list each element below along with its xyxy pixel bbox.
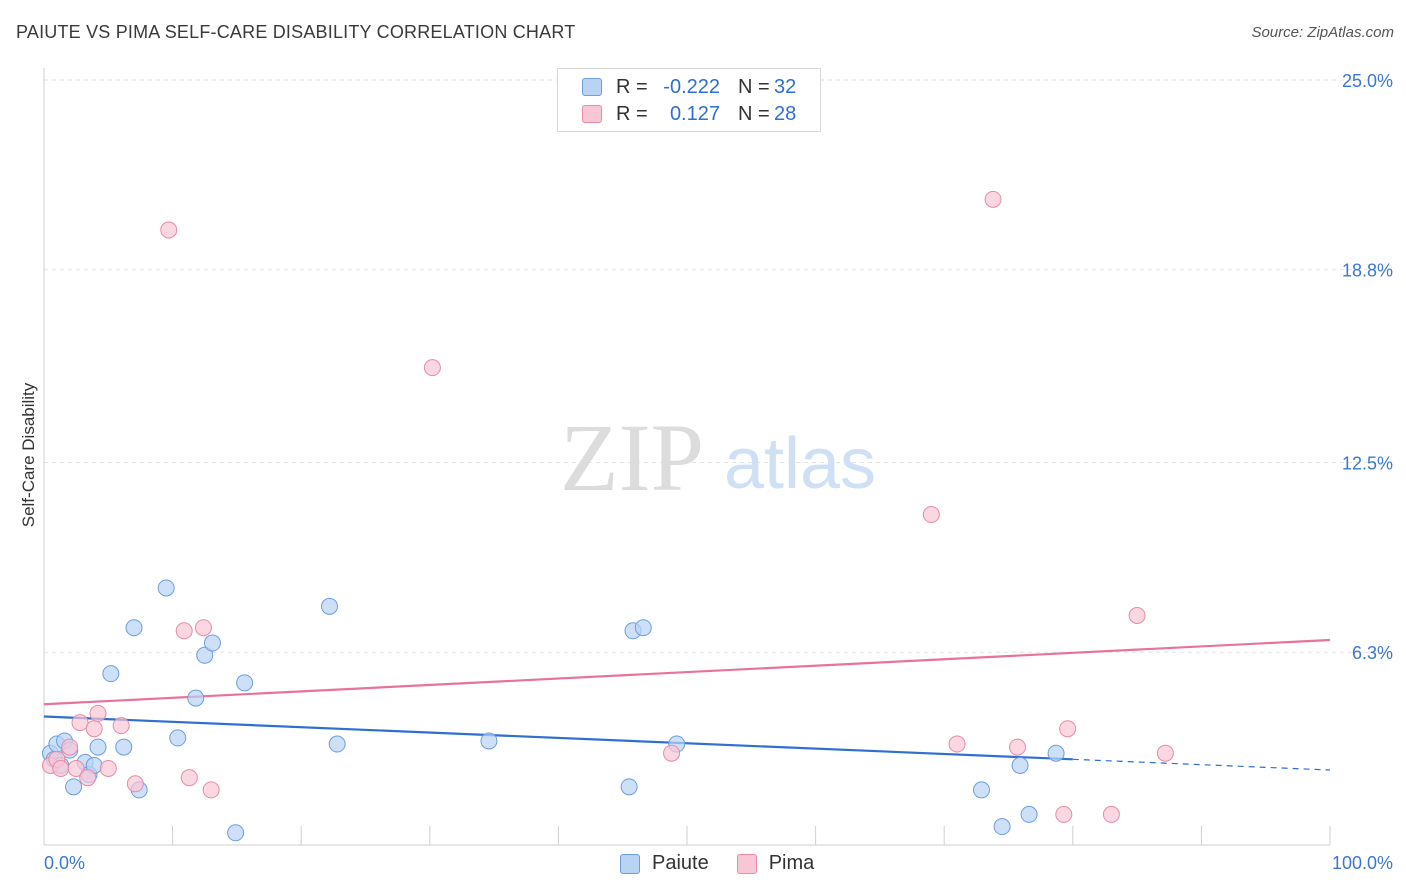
paiute-swatch (582, 78, 602, 96)
pima-point (52, 760, 70, 777)
source-label: Source: ZipAtlas.com (1251, 24, 1394, 41)
y-tick-label: 18.8% (1342, 261, 1393, 281)
tick-labels: 6.3% 12.5% 18.8% 25.0% 0.0% 100.0% (44, 71, 1393, 873)
pima-point (1102, 805, 1120, 823)
paiute-point (634, 619, 652, 637)
legend-r-label: R = (616, 102, 648, 125)
correlation-legend: R = -0.222 N = 32 R = 0.127 N = 28 (557, 68, 821, 132)
trend-lines (43, 638, 1331, 771)
paiute-point (480, 732, 498, 750)
legend-r-value: -0.222 (663, 75, 720, 98)
pima-point (948, 735, 966, 753)
paiute-point (125, 619, 143, 637)
paiute-swatch (620, 853, 640, 874)
paiute-point (328, 735, 346, 753)
pima-point (180, 769, 198, 787)
paiute-point (157, 579, 175, 597)
watermark: ZIP atlas (560, 404, 876, 511)
pima-point (61, 738, 79, 756)
paiute-point (102, 665, 120, 683)
chart-title: PAIUTE VS PIMA SELF-CARE DISABILITY CORR… (16, 22, 576, 42)
paiute-point (972, 781, 990, 799)
pima-point (1156, 744, 1174, 762)
pima-point (89, 704, 107, 722)
legend-n-label: N = (738, 102, 770, 125)
series-legend-pima[interactable]: Pima (736, 852, 815, 875)
paiute-point (65, 778, 83, 796)
pima-point (194, 619, 212, 637)
legend-n-value: 32 (774, 75, 797, 98)
pima-point (1009, 738, 1027, 756)
pima-point (1059, 720, 1077, 738)
paiute-point (203, 634, 221, 652)
legend-row-pima: R = 0.127 N = 28 (582, 101, 796, 127)
paiute-point (1020, 805, 1038, 823)
data-points (41, 190, 1174, 842)
pima-point (423, 359, 441, 377)
pima-point (984, 190, 1002, 208)
pima-point (79, 769, 97, 787)
pima-trend-line (43, 638, 1331, 706)
paiute-point (115, 738, 133, 756)
x-tick-label: 0.0% (44, 853, 85, 873)
pima-point (1055, 805, 1073, 823)
legend-r-value: 0.127 (669, 102, 720, 125)
paiute-point (196, 646, 214, 664)
pima-point (663, 744, 681, 762)
paiute-point (187, 689, 205, 707)
paiute-trend-line (43, 715, 1073, 761)
pima-point (126, 775, 144, 793)
paiute-point (1011, 756, 1029, 774)
pima-point (160, 221, 178, 239)
pima-point (202, 781, 220, 799)
legend-n-value: 28 (774, 102, 797, 125)
paiute-point (993, 818, 1011, 836)
legend-n-label: N = (738, 75, 770, 98)
legend-row-paiute: R = -0.222 N = 32 (582, 74, 796, 100)
pima-point (112, 717, 130, 735)
pima-point (85, 720, 103, 738)
pima-point (922, 506, 940, 524)
y-tick-label: 12.5% (1342, 454, 1393, 474)
series-legend-paiute[interactable]: Paiute (620, 852, 709, 875)
series-legend: Paiute Pima (620, 852, 842, 875)
watermark-zip: ZIP (560, 404, 704, 511)
axes (43, 68, 1331, 846)
paiute-point (236, 674, 254, 692)
pima-point (99, 760, 117, 777)
pima-point (175, 622, 193, 640)
legend-r-label: R = (616, 75, 648, 98)
series-legend-label: Paiute (652, 852, 709, 874)
paiute-point (227, 824, 245, 842)
paiute-point (620, 778, 638, 796)
pima-point (71, 714, 89, 732)
pima-point (1128, 607, 1146, 624)
paiute-point (169, 729, 187, 747)
y-tick-label: 6.3% (1352, 643, 1393, 663)
paiute-point (89, 738, 107, 756)
series-legend-label: Pima (768, 852, 815, 874)
watermark-atlas: atlas (724, 424, 876, 504)
paiute-trend-extension (1072, 758, 1331, 771)
gridlines (44, 79, 1392, 653)
paiute-point (320, 597, 338, 615)
pima-swatch (582, 105, 602, 123)
pima-swatch (736, 853, 757, 874)
pima-point (67, 760, 85, 777)
y-axis-label: Self-Care Disability (19, 382, 38, 527)
paiute-point (1047, 744, 1065, 762)
x-tick-label: 100.0% (1332, 853, 1393, 873)
y-tick-label: 25.0% (1342, 71, 1393, 91)
